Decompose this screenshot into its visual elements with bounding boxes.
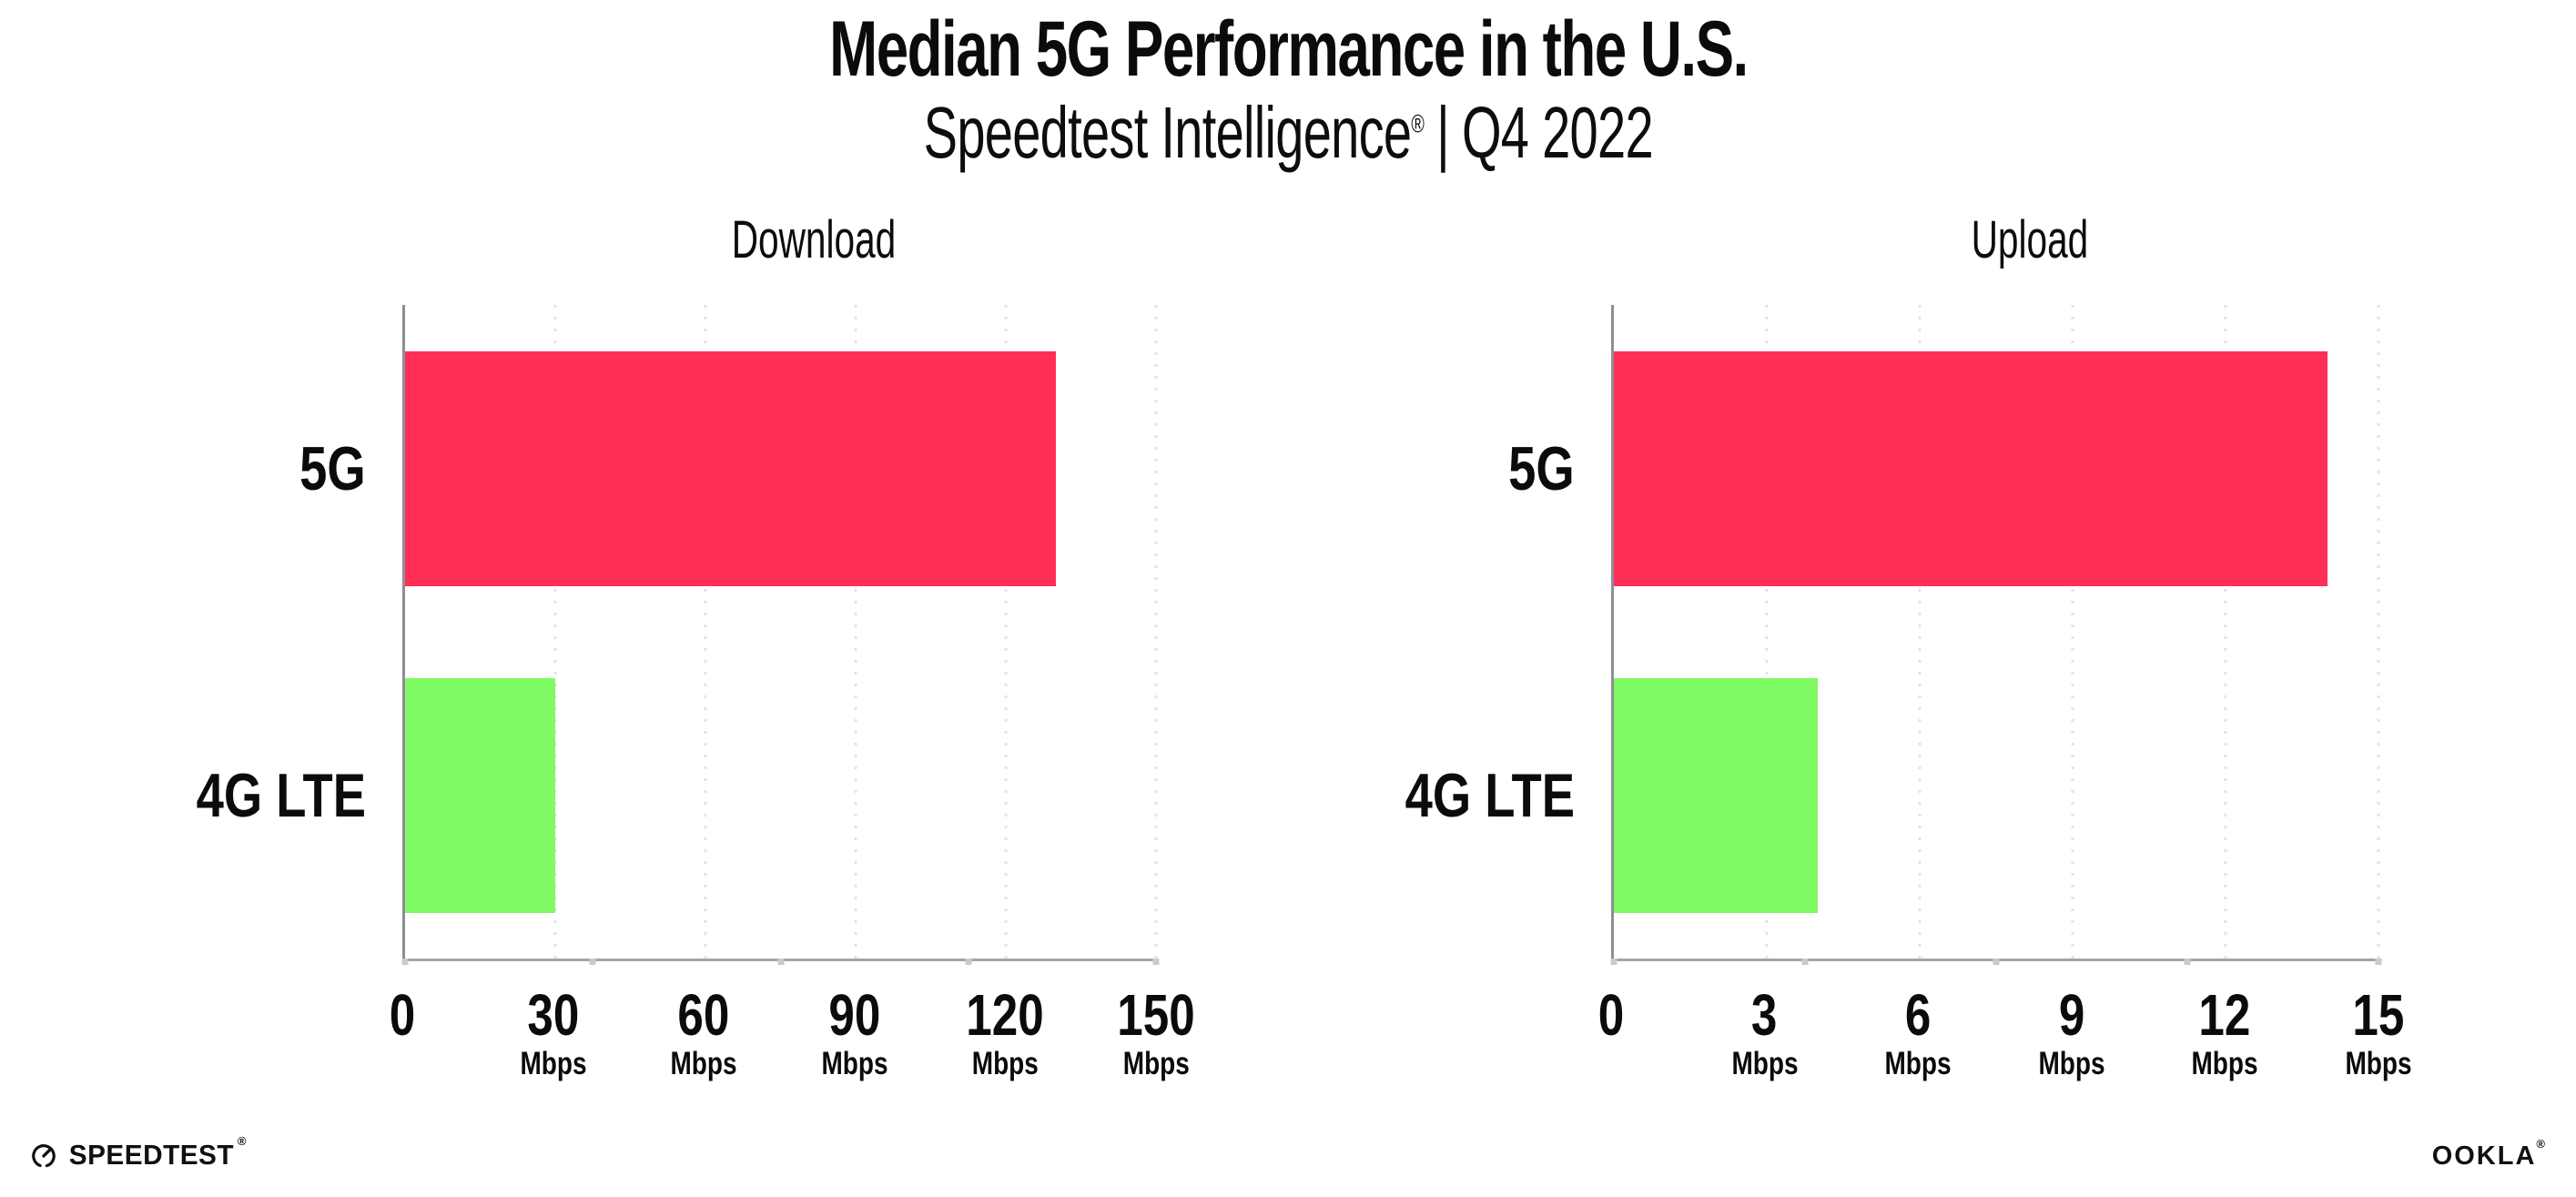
axis-tick-dot [1993,959,2000,965]
x-tick-label: 0 [386,982,419,1048]
page-title: Median 5G Performance in the U.S. [0,5,2576,93]
download-chart-title: Download [731,210,897,269]
x-tick-label: 3 Mbps [1723,982,1806,1085]
x-tick-value: 120 [966,982,1045,1048]
gridline [704,305,707,959]
page-subtitle: Speedtest Intelligence® | Q4 2022 [0,91,2576,175]
x-tick-value: 60 [677,982,730,1048]
x-tick-label: 90 Mbps [813,982,896,1085]
axis-tick-dot [965,959,972,965]
x-tick-label: 12 Mbps [2184,982,2267,1085]
download-chart: Download 0 30 Mbps 60 Mbps 90 Mbps 120 Mbps 150 Mb… [197,210,1195,1081]
bar-4g-lte [1614,677,1818,913]
x-tick-label: 15 Mbps [2337,982,2419,1085]
x-tick-value: 150 [1117,982,1195,1048]
x-tick-unit: Mbps [971,1046,1039,1081]
x-tick-value: 0 [1597,982,1625,1048]
x-tick-label: 150 Mbps [1108,982,1205,1085]
plot-area [401,305,1160,965]
gridline [2071,305,2074,959]
y-label-4g-lte: 4G LTE [196,760,366,830]
y-label-5g: 5G [299,433,366,503]
x-tick-unit: Mbps [1731,1046,1799,1081]
x-tick-label: 60 Mbps [662,982,745,1085]
ookla-wordmark: OOKLA® [2431,1137,2547,1171]
x-tick-unit: Mbps [2345,1046,2412,1081]
axis-tick-dot [777,959,784,965]
ookla-registered-mark: ® [2536,1137,2547,1151]
x-tick-value: 3 [1751,982,1778,1048]
axis-tick-dot [2184,959,2191,965]
bar-5g [405,350,1056,586]
gridline [854,305,857,959]
x-tick-value: 15 [2352,982,2405,1048]
bar-5g [1614,350,2328,586]
x-tick-unit: Mbps [520,1046,587,1081]
speedtest-wordmark: SPEEDTEST ® [68,1134,247,1171]
ookla-logo: OOKLA® [2431,1137,2547,1172]
x-axis-labels: 0 30 Mbps 60 Mbps 90 Mbps 120 Mbps 150 Mbps [390,982,1195,1114]
x-tick-value: 6 [1904,982,1932,1048]
x-tick-label: 6 Mbps [1876,982,1959,1085]
upload-chart: Upload 0 3 Mbps 6 Mbps 9 Mbps 12 Mbps 15 Mbps 5G 4G… [1405,210,2412,1081]
x-tick-value: 12 [2198,982,2251,1048]
x-tick-unit: Mbps [821,1046,888,1081]
gridline [2377,305,2380,959]
speedtest-logo: SPEEDTEST ® [30,1134,247,1172]
x-tick-value: 9 [2058,982,2085,1048]
y-label-4g-lte: 4G LTE [1405,760,1575,830]
upload-chart-title: Upload [1971,210,2088,269]
gridline [1154,305,1158,959]
speedtest-registered-mark: ® [237,1134,247,1148]
x-tick-label: 0 [1595,982,1628,1048]
x-tick-label: 9 Mbps [2030,982,2113,1085]
x-axis-labels: 0 3 Mbps 6 Mbps 9 Mbps 12 Mbps 15 Mbps [1598,982,2412,1114]
x-tick-unit: Mbps [670,1046,737,1081]
x-tick-unit: Mbps [2038,1046,2105,1081]
gridline [1765,305,1769,959]
axis-tick-dot [2375,959,2382,965]
bar-4g-lte [405,677,555,913]
subtitle-product: Speedtest Intelligence [923,92,1412,173]
axis-tick-dot [1610,959,1618,965]
gridline [2224,305,2227,959]
x-tick-value: 30 [527,982,580,1048]
gridline [1918,305,1922,959]
x-tick-label: 120 Mbps [957,982,1054,1085]
page-subtitle-text: Speedtest Intelligence® | Q4 2022 [923,91,1654,175]
subtitle-period: Q4 2022 [1461,92,1654,173]
plot-area [1610,305,2382,965]
x-tick-unit: Mbps [1122,1046,1190,1081]
x-tick-label: 30 Mbps [512,982,594,1085]
registered-mark: ® [1411,109,1424,138]
axis-tick-dot [589,959,596,965]
subtitle-separator: | [1435,92,1450,173]
axis-tick-dot [1152,959,1160,965]
x-tick-value: 0 [389,982,416,1048]
x-tick-unit: Mbps [1884,1046,1952,1081]
axis-tick-dot [401,959,409,965]
gridline [1004,305,1008,959]
gridline [553,305,557,959]
gauge-icon [30,1141,57,1169]
axis-tick-dot [1801,959,1809,965]
x-tick-value: 90 [828,982,881,1048]
x-tick-unit: Mbps [2191,1046,2258,1081]
y-label-5g: 5G [1508,433,1575,503]
page-title-text: Median 5G Performance in the U.S. [828,5,1749,93]
